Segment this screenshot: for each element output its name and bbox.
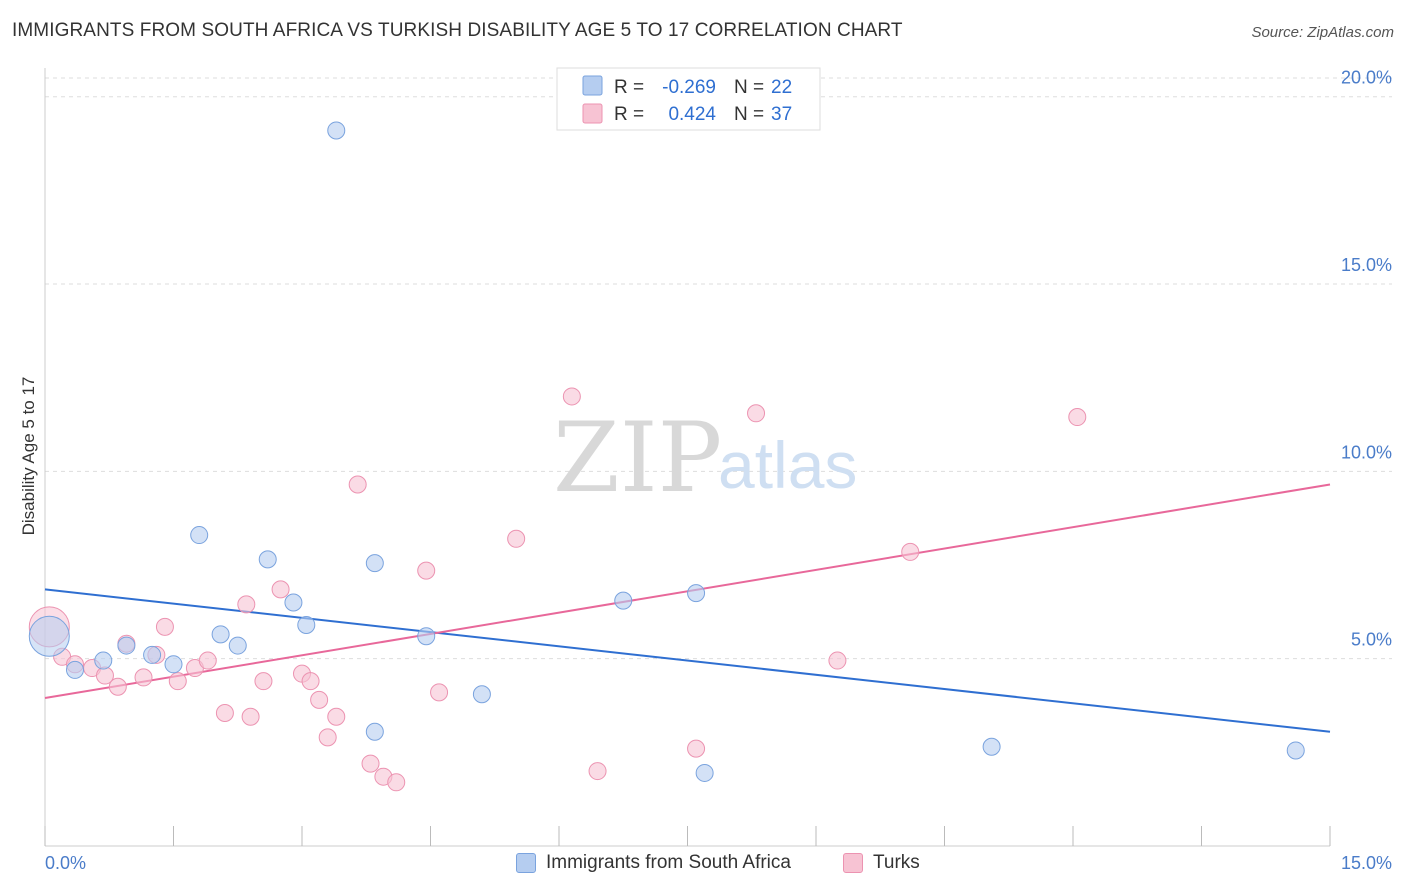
point-south-africa — [982, 737, 1001, 756]
point-turks — [301, 672, 320, 691]
point-south-africa — [164, 655, 183, 674]
legend-label-turks: Turks — [873, 852, 920, 873]
point-turks — [828, 651, 847, 670]
stats-r-value-pink: 0.424 — [668, 104, 716, 125]
y-tick-label: 20.0% — [1341, 68, 1392, 88]
point-south-africa — [28, 615, 70, 657]
point-south-africa — [117, 636, 136, 655]
stats-n-label-pink: N = — [734, 104, 764, 125]
grid-lines — [45, 77, 1392, 660]
point-turks — [348, 475, 367, 494]
bottom-legend: Immigrants from South Africa Turks — [0, 852, 1406, 878]
point-south-africa — [614, 591, 633, 610]
point-turks — [361, 754, 380, 773]
watermark: ZIP atlas — [553, 402, 857, 514]
y-tick-label: 10.0% — [1341, 442, 1392, 462]
stats-n-value-blue: 22 — [771, 77, 792, 98]
point-south-africa — [327, 121, 346, 140]
stats-swatch-blue — [582, 75, 603, 96]
point-turks — [215, 704, 234, 723]
point-south-africa — [365, 554, 384, 573]
point-south-africa — [143, 645, 162, 664]
point-turks — [430, 683, 449, 702]
legend-item-south-africa[interactable]: Immigrants from South Africa — [516, 852, 791, 874]
point-turks — [310, 690, 329, 709]
stats-n-label-blue: N = — [734, 77, 764, 98]
y-axis-label: Disability Age 5 to 17 — [19, 377, 38, 536]
y-tick-labels: 5.0% 10.0% 15.0% 20.0% — [1341, 68, 1392, 650]
point-south-africa — [695, 763, 714, 782]
point-south-africa — [297, 615, 316, 634]
legend-label-south-africa: Immigrants from South Africa — [546, 852, 791, 873]
point-turks — [588, 762, 607, 781]
legend-swatch-blue — [516, 853, 536, 873]
watermark-atlas: atlas — [718, 428, 857, 502]
chart-title: IMMIGRANTS FROM SOUTH AFRICA VS TURKISH … — [12, 20, 903, 41]
point-turks — [901, 542, 920, 561]
point-turks — [271, 580, 290, 599]
point-turks — [687, 739, 706, 758]
point-turks — [108, 677, 127, 696]
stats-n-value-pink: 37 — [771, 104, 792, 125]
point-south-africa — [365, 722, 384, 741]
point-south-africa — [1286, 741, 1305, 760]
point-south-africa — [94, 651, 113, 670]
point-turks — [241, 707, 260, 726]
point-turks — [254, 672, 273, 691]
legend-item-turks[interactable]: Turks — [843, 852, 920, 874]
trend-line-south-africa — [44, 588, 1331, 733]
point-turks — [155, 617, 174, 636]
point-south-africa — [228, 636, 247, 655]
point-south-africa — [687, 584, 706, 603]
point-turks — [198, 651, 217, 670]
point-south-africa — [190, 526, 209, 545]
point-turks — [417, 561, 436, 580]
stats-r-label-pink: R = — [614, 104, 644, 125]
point-turks — [1068, 408, 1087, 427]
point-turks — [318, 728, 337, 747]
x-tick-label-max: 15.0% — [1341, 853, 1392, 873]
x-tick-label-min: 0.0% — [45, 853, 86, 873]
point-south-africa — [417, 627, 436, 646]
trend-lines — [44, 483, 1331, 733]
point-south-africa — [211, 625, 230, 644]
point-turks — [168, 672, 187, 691]
watermark-zip: ZIP — [553, 402, 722, 514]
data-points — [28, 121, 1305, 792]
point-turks — [134, 668, 153, 687]
point-south-africa — [472, 685, 491, 704]
point-south-africa — [258, 550, 277, 569]
x-axis-ticks — [44, 826, 1331, 846]
point-south-africa — [284, 593, 303, 612]
stats-r-value-blue: -0.269 — [662, 77, 716, 98]
legend-swatch-pink — [843, 853, 863, 873]
source-label: Source: ZipAtlas.com — [1251, 24, 1394, 41]
y-tick-label: 15.0% — [1341, 255, 1392, 275]
stats-r-label-blue: R = — [614, 77, 644, 98]
point-turks — [562, 387, 581, 406]
point-turks — [327, 707, 346, 726]
point-south-africa — [65, 660, 84, 679]
stats-swatch-pink — [582, 103, 603, 124]
point-turks — [237, 595, 256, 614]
point-turks — [507, 529, 526, 548]
y-tick-label: 5.0% — [1351, 630, 1392, 650]
stats-legend: R = -0.269 N = 22 R = 0.424 N = 37 — [556, 67, 821, 131]
point-turks — [747, 404, 766, 423]
point-turks — [387, 773, 406, 792]
